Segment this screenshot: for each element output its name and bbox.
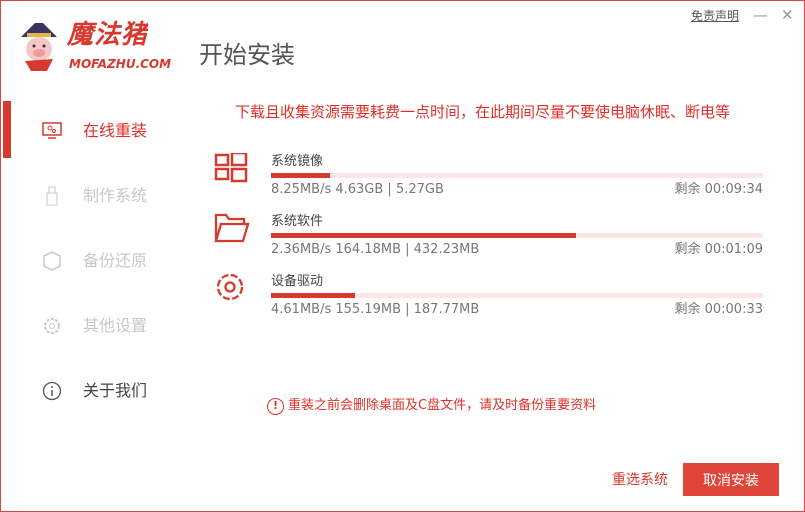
backup-notice-text: 重装之前会删除桌面及C盘文件，请及时备份重要资料 (288, 398, 597, 413)
windows-icon (214, 153, 248, 183)
time-remaining: 剩余 00:01:09 (674, 242, 763, 257)
download-item: 系统软件 2.36MB/s 164.18MB | 432.23MB 剩余 00:… (211, 213, 763, 263)
time-remaining: 剩余 00:09:34 (674, 182, 763, 197)
download-item: 系统镜像 8.25MB/s 4.63GB | 5.27GB 剩余 00:09:3… (211, 153, 763, 203)
sidebar-item-make-system[interactable]: 制作系统 (41, 181, 191, 211)
download-stats: 2.36MB/s 164.18MB | 432.23MB (271, 242, 480, 257)
sidebar-item-label: 其他设置 (83, 316, 148, 335)
progress-bar (271, 173, 763, 178)
gear-icon (41, 315, 63, 337)
sidebar-item-label: 关于我们 (83, 381, 148, 400)
progress-fill (271, 173, 331, 178)
sidebar-item-label: 制作系统 (83, 186, 148, 205)
sidebar-item-label: 在线重装 (83, 121, 148, 140)
progress-bar (271, 293, 763, 298)
download-name: 系统镜像 (271, 154, 324, 169)
pig-mascot-icon (21, 23, 57, 71)
progress-fill (271, 233, 577, 238)
progress-fill (271, 293, 355, 298)
gear-icon (216, 273, 244, 301)
backup-icon (41, 250, 63, 272)
active-indicator (3, 101, 11, 158)
download-name: 系统软件 (271, 214, 324, 229)
download-stats: 8.25MB/s 4.63GB | 5.27GB (271, 182, 444, 197)
brand-url: MOFAZHU.COM (69, 57, 172, 71)
page-title: 开始安装 (199, 41, 295, 69)
sidebar-item-backup-restore[interactable]: 备份还原 (41, 246, 191, 276)
download-item: 设备驱动 4.61MB/s 155.19MB | 187.77MB 剩余 00:… (211, 273, 763, 323)
download-name: 设备驱动 (271, 274, 324, 289)
brand-name: 魔法猪 (67, 20, 149, 50)
usb-icon (41, 185, 63, 207)
monitor-icon (41, 120, 63, 142)
download-stats: 4.61MB/s 155.19MB | 187.77MB (271, 302, 480, 317)
sidebar-item-about-us[interactable]: 关于我们 (41, 376, 191, 406)
sidebar-item-online-reinstall[interactable]: 在线重装 (41, 116, 191, 146)
cancel-install-button[interactable]: 取消安装 (683, 463, 779, 496)
progress-bar (271, 233, 763, 238)
warning-icon: ! (267, 397, 284, 415)
reselect-system-button[interactable]: 重选系统 (612, 472, 668, 488)
minimize-button[interactable]: — (753, 6, 768, 24)
disclaimer-link[interactable]: 免责声明 (691, 9, 740, 23)
sidebar-item-other-settings[interactable]: 其他设置 (41, 311, 191, 341)
backup-notice: ! 重装之前会删除桌面及C盘文件，请及时备份重要资料 (267, 397, 596, 415)
logo: 魔法猪 MOFAZHU.COM (17, 19, 187, 75)
time-remaining: 剩余 00:00:33 (674, 302, 763, 317)
info-icon (41, 380, 63, 402)
folder-icon (214, 213, 250, 243)
download-warning: 下载且收集资源需要耗费一点时间，在此期间尽量不要使电脑休眠、断电等 (235, 103, 731, 121)
sidebar-item-label: 备份还原 (83, 251, 148, 270)
close-button[interactable]: ✕ (781, 6, 794, 24)
